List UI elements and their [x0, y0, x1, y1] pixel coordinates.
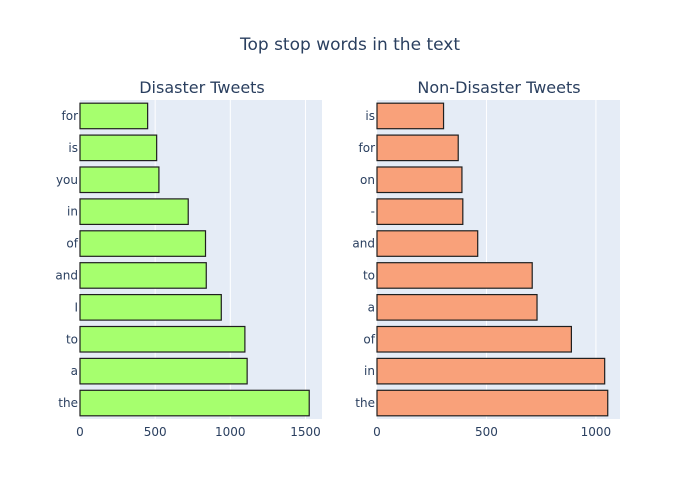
non-disaster-bar — [376, 166, 463, 194]
disaster-bar — [79, 293, 222, 321]
disaster-bar — [79, 230, 207, 257]
disaster-category-label: in — [67, 205, 78, 219]
non-disaster-bar — [376, 230, 479, 257]
disaster-x-tick-label: 0 — [76, 425, 84, 439]
disaster-category-label: a — [71, 364, 78, 378]
non-disaster-x-tick-label: 0 — [373, 425, 381, 439]
disaster-bar — [79, 262, 207, 289]
non-disaster-bar — [376, 262, 533, 289]
disaster-x-tick-label: 500 — [144, 425, 167, 439]
disaster-bar — [79, 198, 189, 226]
non-disaster-bar — [376, 389, 609, 417]
disaster-x-tick-label: 1000 — [215, 425, 246, 439]
disaster-category-label: and — [55, 268, 78, 282]
disaster-bar — [79, 134, 158, 162]
non-disaster-tweets-panel: Non-Disaster Tweets 0 500 1000 the in of a to an… — [352, 78, 620, 439]
disaster-category-label: you — [56, 173, 78, 187]
disaster-bar — [79, 166, 160, 194]
non-disaster-x-tick-label: 1000 — [581, 425, 612, 439]
non-disaster-bar — [376, 102, 445, 130]
disaster-category-label: the — [58, 396, 78, 410]
non-disaster-category-label: and — [352, 237, 375, 251]
non-disaster-x-tick-label: 500 — [475, 425, 498, 439]
non-disaster-category-label: to — [363, 268, 375, 282]
non-disaster-category-label: of — [363, 332, 375, 346]
chart-title: Top stop words in the text — [239, 35, 460, 55]
non-disaster-bar — [376, 325, 572, 353]
disaster-category-label: I — [74, 300, 78, 314]
disaster-bar — [79, 357, 248, 385]
non-disaster-category-label: is — [365, 109, 375, 123]
non-disaster-category-label: a — [368, 300, 375, 314]
non-disaster-bar — [376, 198, 464, 226]
non-disaster-subplot-title: Non-Disaster Tweets — [417, 78, 580, 97]
disaster-bar — [79, 325, 246, 353]
non-disaster-bar — [376, 134, 459, 162]
non-disaster-category-label: in — [364, 364, 375, 378]
non-disaster-bar — [376, 357, 606, 385]
non-disaster-category-label: the — [355, 396, 375, 410]
non-disaster-bar — [376, 293, 538, 321]
non-disaster-category-label: on — [360, 173, 375, 187]
disaster-category-label: is — [68, 141, 78, 155]
disaster-x-tick-label: 1500 — [290, 425, 321, 439]
disaster-subplot-title: Disaster Tweets — [139, 78, 265, 97]
disaster-bar — [79, 389, 310, 417]
disaster-category-label: for — [62, 109, 79, 123]
disaster-category-label: to — [66, 332, 78, 346]
non-disaster-category-label: - — [371, 205, 375, 219]
non-disaster-category-label: for — [359, 141, 376, 155]
disaster-bar — [79, 102, 149, 130]
disaster-category-label: of — [66, 237, 78, 251]
